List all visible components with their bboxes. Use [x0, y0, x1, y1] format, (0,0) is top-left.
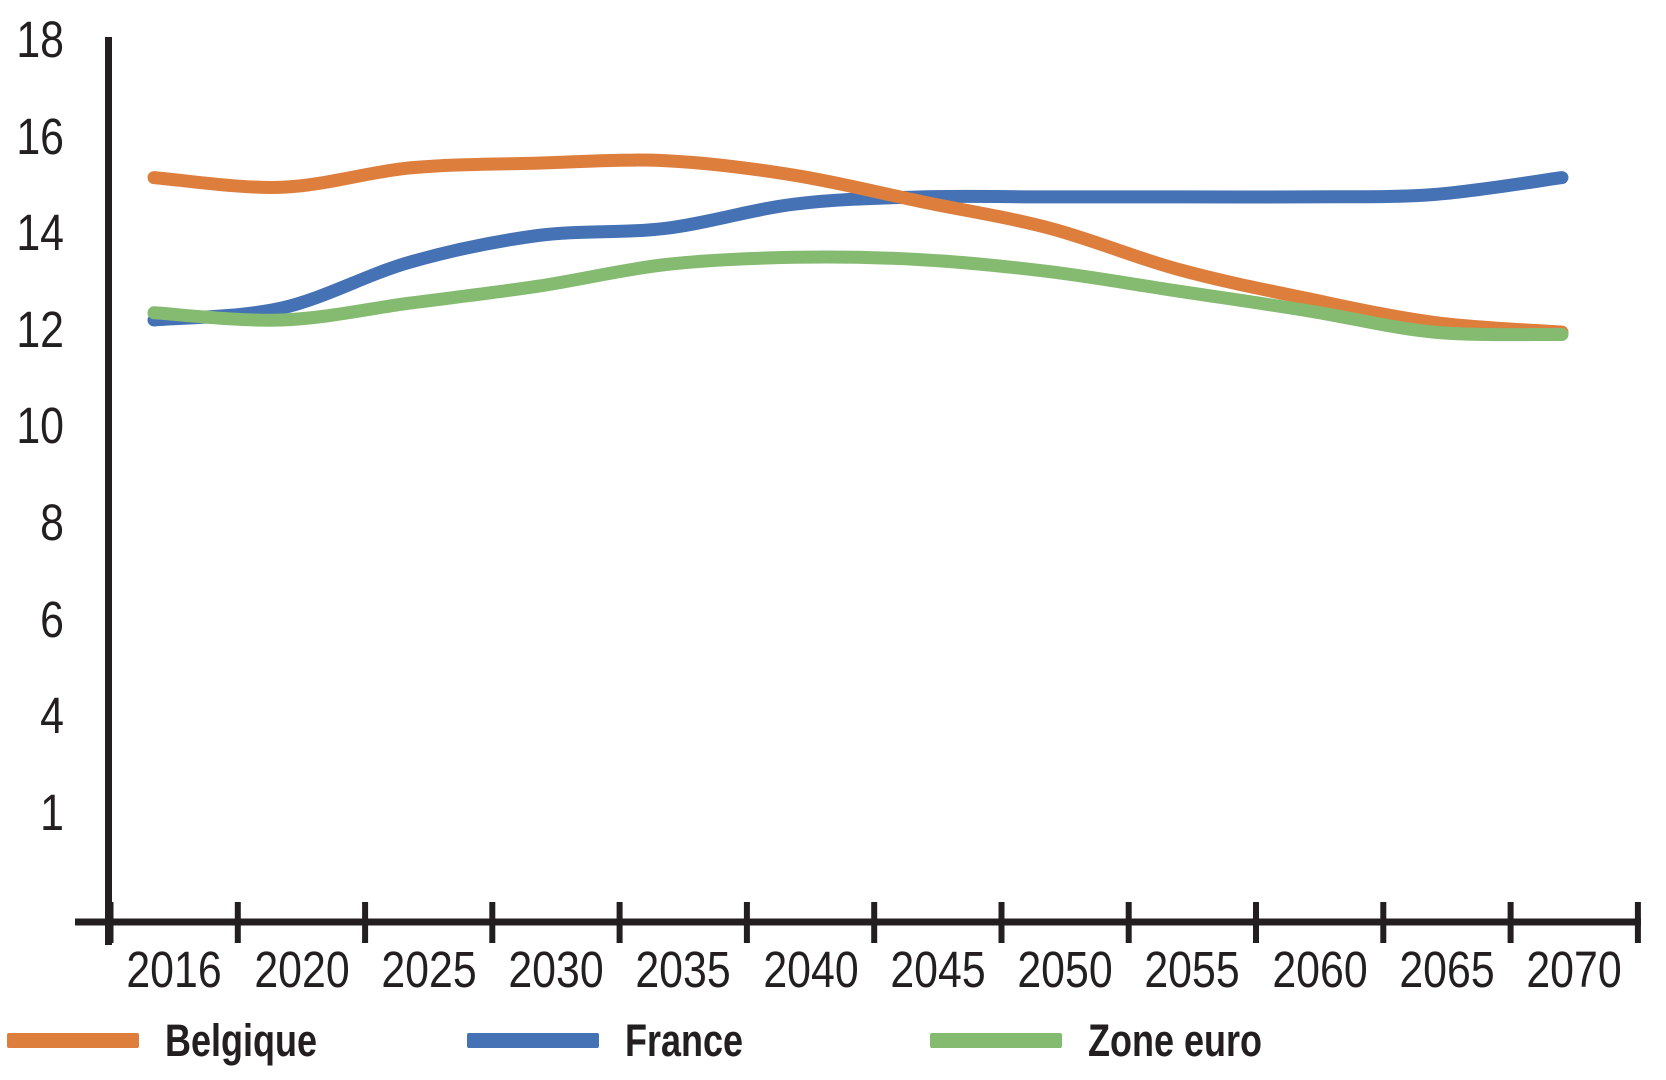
- y-tick-label: 4: [40, 687, 64, 745]
- x-tick-label: 2070: [1526, 941, 1622, 998]
- series-line-zone-euro: [147, 250, 1569, 342]
- x-tick-label: 2016: [126, 941, 222, 998]
- x-tick-label: 2020: [253, 941, 350, 998]
- x-tick-label: 2045: [890, 941, 986, 998]
- legend-swatch-belgique: [7, 1032, 139, 1048]
- legend-label-zone-euro: Zone euro: [1088, 1014, 1263, 1066]
- y-tick-label: 6: [40, 590, 64, 648]
- y-tick-label: 1: [40, 783, 64, 841]
- series-line-belgique: [147, 153, 1569, 339]
- x-tick-label: 2040: [762, 941, 859, 998]
- x-tick-label: 2060: [1272, 941, 1368, 998]
- y-tick-label: 12: [16, 300, 65, 358]
- x-tick-label: 2065: [1399, 941, 1495, 998]
- x-tick-label: 2030: [508, 941, 604, 998]
- legend-item-france: France: [467, 1018, 773, 1063]
- x-tick-label: 2025: [381, 941, 477, 998]
- y-tick-label: 10: [16, 397, 65, 455]
- legend-swatch-zone-euro: [930, 1032, 1062, 1048]
- y-tick-label: 18: [16, 11, 65, 68]
- y-tick-label: 14: [16, 204, 65, 262]
- legend-label-france: France: [625, 1014, 744, 1066]
- legend-swatch-france: [467, 1032, 599, 1048]
- legend-label-belgique: Belgique: [165, 1014, 318, 1066]
- x-tick-label: 2050: [1017, 941, 1113, 998]
- x-tick-label: 2055: [1144, 941, 1241, 998]
- legend-item-zone-euro: Zone euro: [930, 1018, 1306, 1063]
- x-tick-label: 2035: [635, 941, 731, 998]
- legend-item-belgique: Belgique: [7, 1018, 355, 1063]
- series-line-france: [147, 171, 1569, 327]
- y-tick-label: 8: [40, 494, 64, 551]
- y-tick-label: 16: [16, 107, 65, 165]
